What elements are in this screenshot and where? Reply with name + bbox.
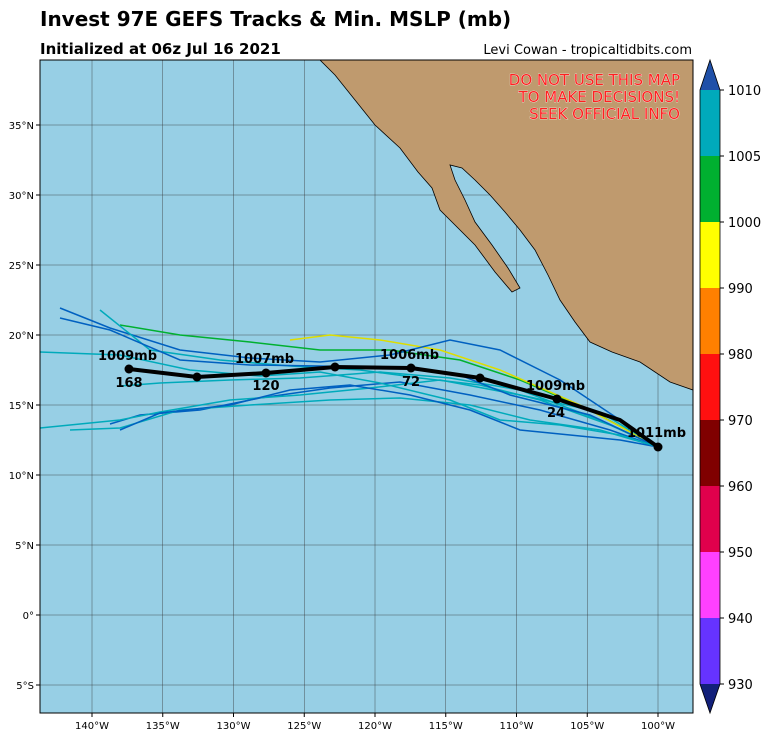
colorbar-band <box>700 354 720 420</box>
colorbar-label: 950 <box>728 546 753 561</box>
colorbar-label: 990 <box>728 282 753 297</box>
warning: DO NOT USE THIS MAP TO MAKE DECISIONS! S… <box>508 71 680 124</box>
pressure-label: 1011mb <box>627 426 686 441</box>
lon-label: 125°W <box>287 721 321 732</box>
lon-label: 120°W <box>358 721 392 732</box>
pressure-label: 1007mb <box>235 352 294 367</box>
hour-label: 72 <box>402 375 420 390</box>
pressure-label: 1009mb <box>98 349 157 364</box>
lat-label: 30°N <box>9 191 34 202</box>
lat-label: 15°N <box>9 401 34 412</box>
subtitle: Initialized at 06z Jul 16 2021 <box>40 40 281 58</box>
ensemble-mean-track <box>124 362 663 452</box>
colorbar-label: 980 <box>728 348 753 363</box>
lon-label: 100°W <box>641 721 675 732</box>
colorbar-band <box>700 552 720 618</box>
colorbar-band <box>700 288 720 354</box>
credit: Levi Cowan - tropicaltidbits.com <box>483 43 692 58</box>
colorbar-label: 960 <box>728 480 753 495</box>
lat-label: 5°N <box>15 541 34 552</box>
lon-label: 140°W <box>75 721 109 732</box>
hour-label: 24 <box>547 406 565 421</box>
lon-label: 135°W <box>146 721 180 732</box>
pressure-label: 1006mb <box>380 348 439 363</box>
hour-label: 168 <box>115 376 142 391</box>
map-frame <box>39 59 694 714</box>
lat-label: 35°N <box>9 121 34 132</box>
colorbar-band <box>700 486 720 552</box>
lat-label: 5°S <box>16 681 34 692</box>
colorbar: 1010 1005 1000 990 980 970 960 950 940 930 <box>699 58 761 715</box>
hour-label: 120 <box>252 379 279 394</box>
colorbar-label: 940 <box>728 612 753 627</box>
track-labels: 1011mb 1009mb 1006mb 1007mb 1009mb 24 72… <box>98 348 686 441</box>
title: Invest 97E GEFS Tracks & Min. MSLP (mb) <box>40 7 511 31</box>
lon-label: 105°W <box>570 721 604 732</box>
colorbar-extend <box>700 684 720 713</box>
colorbar-band <box>700 420 720 486</box>
colorbar-band <box>700 222 720 288</box>
lat-label: 10°N <box>9 471 34 482</box>
colorbar-label: 970 <box>728 414 753 429</box>
colorbar-label: 1000 <box>728 216 761 231</box>
colorbar-band <box>700 156 720 222</box>
colorbar-band <box>700 618 720 684</box>
warning-line: DO NOT USE THIS MAP <box>509 71 680 89</box>
colorbar-extend <box>700 60 720 90</box>
graticule <box>40 60 693 713</box>
warning-line: TO MAKE DECISIONS! <box>518 88 680 106</box>
lon-label: 130°W <box>217 721 251 732</box>
colorbar-label: 1005 <box>728 150 761 165</box>
warning-line: SEEK OFFICIAL INFO <box>529 105 680 123</box>
colorbar-label: 1010 <box>728 84 761 99</box>
lat-label: 20°N <box>9 331 34 342</box>
lon-label: 110°W <box>500 721 534 732</box>
colorbar-label: 930 <box>728 678 753 693</box>
lat-label: 0° <box>23 611 34 622</box>
land <box>319 59 694 391</box>
lat-label: 25°N <box>9 261 34 272</box>
pressure-label: 1009mb <box>526 379 585 394</box>
colorbar-band <box>700 90 720 156</box>
lon-label: 115°W <box>429 721 463 732</box>
